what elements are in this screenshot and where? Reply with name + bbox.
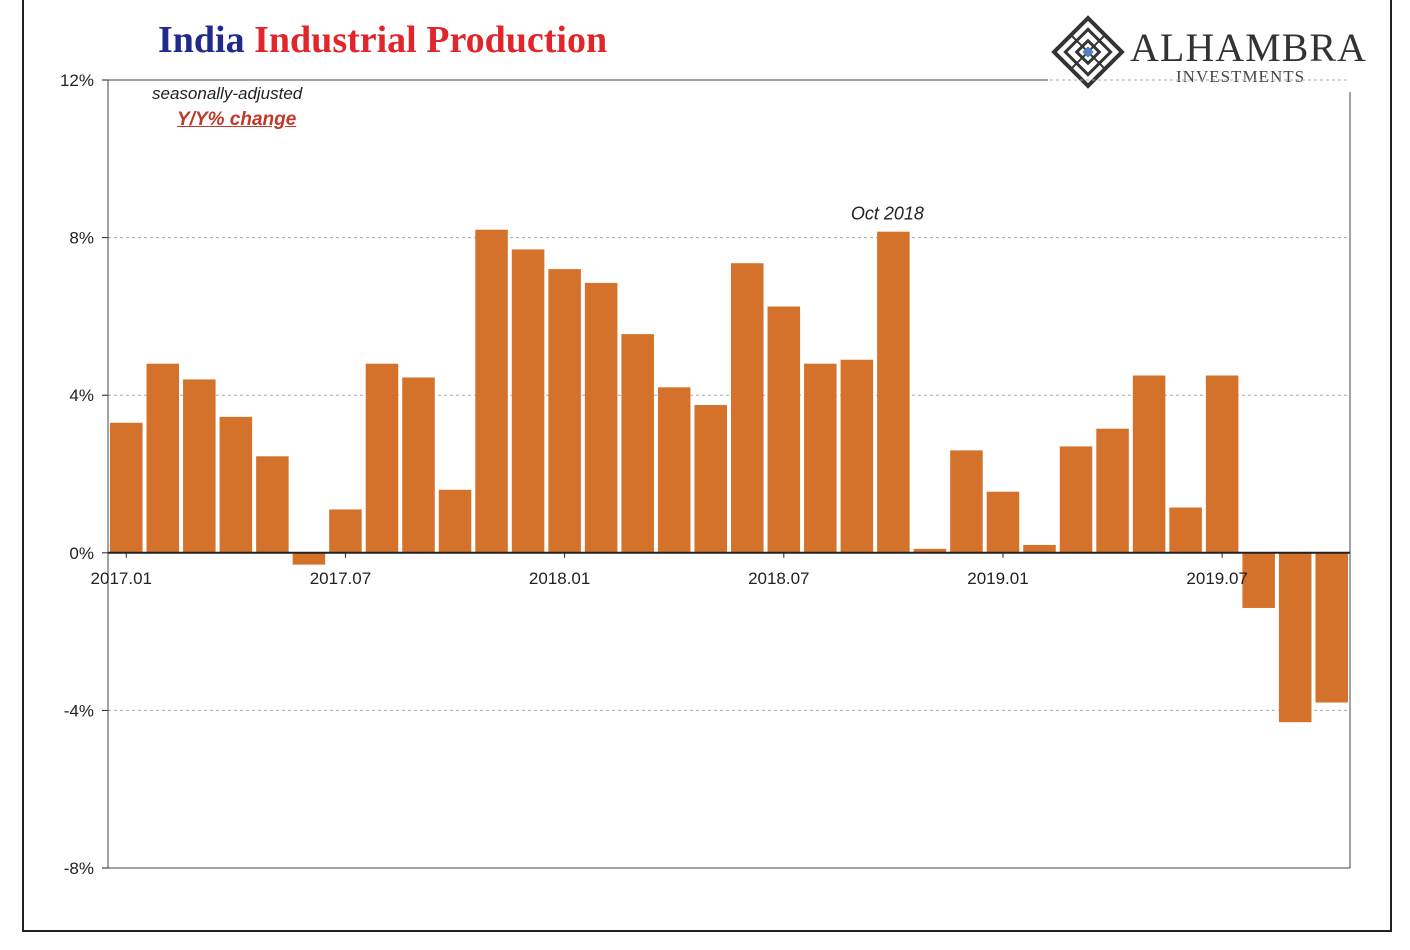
- x-tick-label: 2018.07: [748, 569, 809, 588]
- bar: [365, 363, 399, 553]
- chart-title: India Industrial Production: [158, 18, 607, 62]
- bar: [913, 548, 947, 553]
- bar: [219, 416, 253, 553]
- bar: [1315, 552, 1348, 703]
- y-tick-label: -4%: [64, 701, 94, 720]
- bar: [840, 359, 874, 553]
- bar: [110, 422, 143, 553]
- bar: [1059, 446, 1093, 553]
- title-country: India: [158, 19, 245, 61]
- x-tick-label: 2019.01: [967, 569, 1028, 588]
- x-tick-label: 2018.01: [529, 569, 590, 588]
- logo-name: ALHAMBRA: [1130, 25, 1367, 70]
- chart-frame: [22, 0, 1392, 932]
- bar: [183, 379, 216, 553]
- bar: [438, 489, 472, 553]
- bar: [1023, 544, 1056, 553]
- bar: [146, 363, 180, 553]
- y-tick-label: 4%: [69, 386, 94, 405]
- axis-layer: [102, 79, 1351, 869]
- bar: [329, 509, 362, 553]
- label-layer: 12% 8% 4% 0% -4% -8% 2017.01 2017.07 2018.01 2018…: [60, 71, 1248, 878]
- y-tick-label: 12%: [60, 71, 94, 90]
- bar-layer: [110, 229, 1348, 723]
- bar: [694, 405, 727, 553]
- bar: [256, 456, 289, 553]
- diamond-logo-icon: [1051, 15, 1125, 89]
- bar: [986, 491, 1020, 553]
- bar: [621, 334, 654, 553]
- bar: [1096, 428, 1129, 553]
- bar: [584, 282, 618, 553]
- annotation-label: Oct 2018: [851, 204, 924, 224]
- bar: [402, 377, 435, 553]
- bar: [731, 263, 764, 553]
- logo-subtitle: INVESTMENTS: [1176, 67, 1306, 86]
- bar: [950, 450, 983, 553]
- seasonal-note: seasonally-adjusted: [152, 84, 303, 103]
- x-tick-label: 2017.01: [91, 569, 152, 588]
- bar: [657, 387, 691, 553]
- bar: [877, 231, 910, 553]
- x-tick-label: 2019.07: [1186, 569, 1247, 588]
- bar: [1169, 507, 1202, 553]
- bar: [292, 552, 326, 565]
- title-series: Industrial Production: [254, 19, 608, 61]
- bar: [1278, 552, 1312, 723]
- x-tick-label: 2017.07: [310, 569, 371, 588]
- change-note: Y/Y% change: [177, 109, 297, 130]
- bar: [1205, 375, 1239, 553]
- bar: [767, 306, 801, 553]
- y-tick-label: 0%: [69, 544, 94, 563]
- y-tick-label: 8%: [69, 229, 94, 248]
- bar: [548, 269, 581, 553]
- bar: [511, 249, 545, 553]
- alhambra-logo: ALHAMBRA INVESTMENTS: [1048, 12, 1388, 92]
- bar: [475, 229, 508, 553]
- bar: [1242, 552, 1275, 608]
- y-tick-label: -8%: [64, 859, 94, 878]
- bar: [1132, 375, 1166, 553]
- bar: [804, 363, 837, 553]
